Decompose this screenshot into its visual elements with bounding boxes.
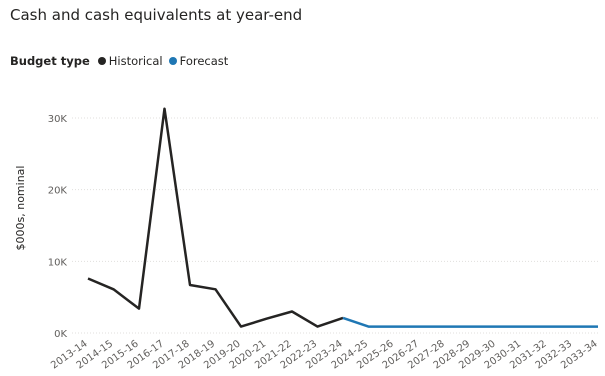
legend-item-forecast[interactable]: Forecast <box>168 54 229 68</box>
legend-title: Budget type <box>10 54 90 68</box>
y-tick-label: 30K <box>48 114 68 125</box>
legend: Budget type Historical Forecast <box>10 54 234 68</box>
y-tick-label: 20K <box>48 186 68 197</box>
legend-label-forecast: Forecast <box>179 54 229 68</box>
series-lines <box>87 107 598 328</box>
y-tick-label: 10K <box>48 257 68 268</box>
chart-title: Cash and cash equivalents at year-end <box>10 6 303 24</box>
gridlines <box>72 117 600 334</box>
legend-marker-forecast <box>168 57 177 65</box>
legend-label-historical: Historical <box>108 54 163 68</box>
x-tick-labels: 2013-142014-152015-162016-172017-182018-… <box>49 338 600 371</box>
series-line-historical[interactable] <box>87 107 344 328</box>
legend-marker-historical <box>97 57 106 65</box>
y-tick-label: 0K <box>54 329 67 340</box>
y-tick-labels: 0K 10K 20K 30K <box>48 114 68 340</box>
y-axis-title: $000s, nominal <box>14 166 27 251</box>
series-line-forecast[interactable] <box>342 316 598 328</box>
legend-item-historical[interactable]: Historical <box>97 54 163 68</box>
